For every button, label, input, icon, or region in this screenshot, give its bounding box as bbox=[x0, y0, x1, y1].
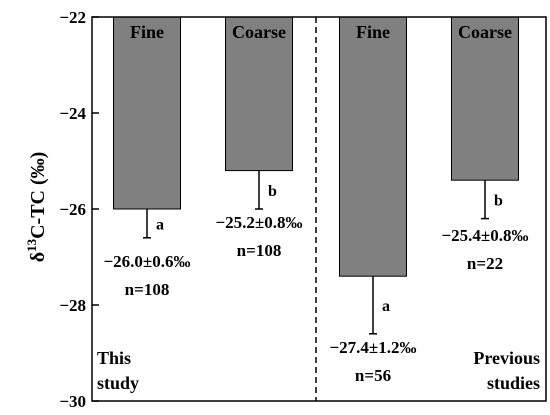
mean-sd-label: −25.2±0.8‰ bbox=[215, 213, 302, 232]
y-axis-label-rest: C-TC (‰) bbox=[27, 152, 49, 239]
group-label: Previous bbox=[473, 348, 540, 368]
mean-sd-label: −26.0±0.6‰ bbox=[103, 252, 190, 271]
y-axis: −30 −28 −26 −24 −22 bbox=[59, 8, 99, 411]
category-label: Fine bbox=[130, 22, 164, 42]
y-tick-label: −26 bbox=[59, 200, 86, 219]
sample-size-label: n=56 bbox=[355, 366, 391, 385]
significance-letter: a bbox=[156, 216, 164, 233]
category-label: Coarse bbox=[232, 22, 286, 42]
sample-size-label: n=22 bbox=[467, 254, 503, 273]
mean-sd-label: −25.4±0.8‰ bbox=[441, 226, 528, 245]
y-axis-label-superscript: 13 bbox=[24, 238, 39, 252]
y-tick-label: −22 bbox=[59, 8, 86, 27]
significance-letter: a bbox=[382, 298, 390, 315]
y-tick-label: −28 bbox=[59, 296, 86, 315]
sample-size-label: n=108 bbox=[125, 280, 170, 299]
group-label: studies bbox=[487, 373, 540, 393]
significance-letter: b bbox=[268, 183, 277, 200]
y-tick-label: −24 bbox=[59, 104, 86, 123]
bar bbox=[225, 16, 293, 172]
bar bbox=[339, 16, 407, 277]
significance-letter: b bbox=[494, 192, 503, 209]
group-labels: This study Previous studies bbox=[97, 348, 540, 393]
bar bbox=[113, 16, 181, 210]
category-label: Fine bbox=[356, 22, 390, 42]
mean-sd-label: −27.4±1.2‰ bbox=[329, 338, 416, 357]
category-label: Coarse bbox=[458, 22, 512, 42]
sample-size-label: n=108 bbox=[237, 241, 282, 260]
y-axis-label: δ13C-TC (‰) bbox=[24, 152, 49, 263]
group-label: study bbox=[97, 373, 139, 393]
group-label: This bbox=[97, 348, 131, 368]
y-axis-label-delta: δ bbox=[27, 252, 49, 262]
bar-annotations: Fine a −26.0±0.6‰ n=108 Coarse b −25.2±0.8‰ n=1… bbox=[103, 22, 528, 385]
y-tick-label: −30 bbox=[59, 392, 86, 411]
bar bbox=[451, 16, 519, 181]
